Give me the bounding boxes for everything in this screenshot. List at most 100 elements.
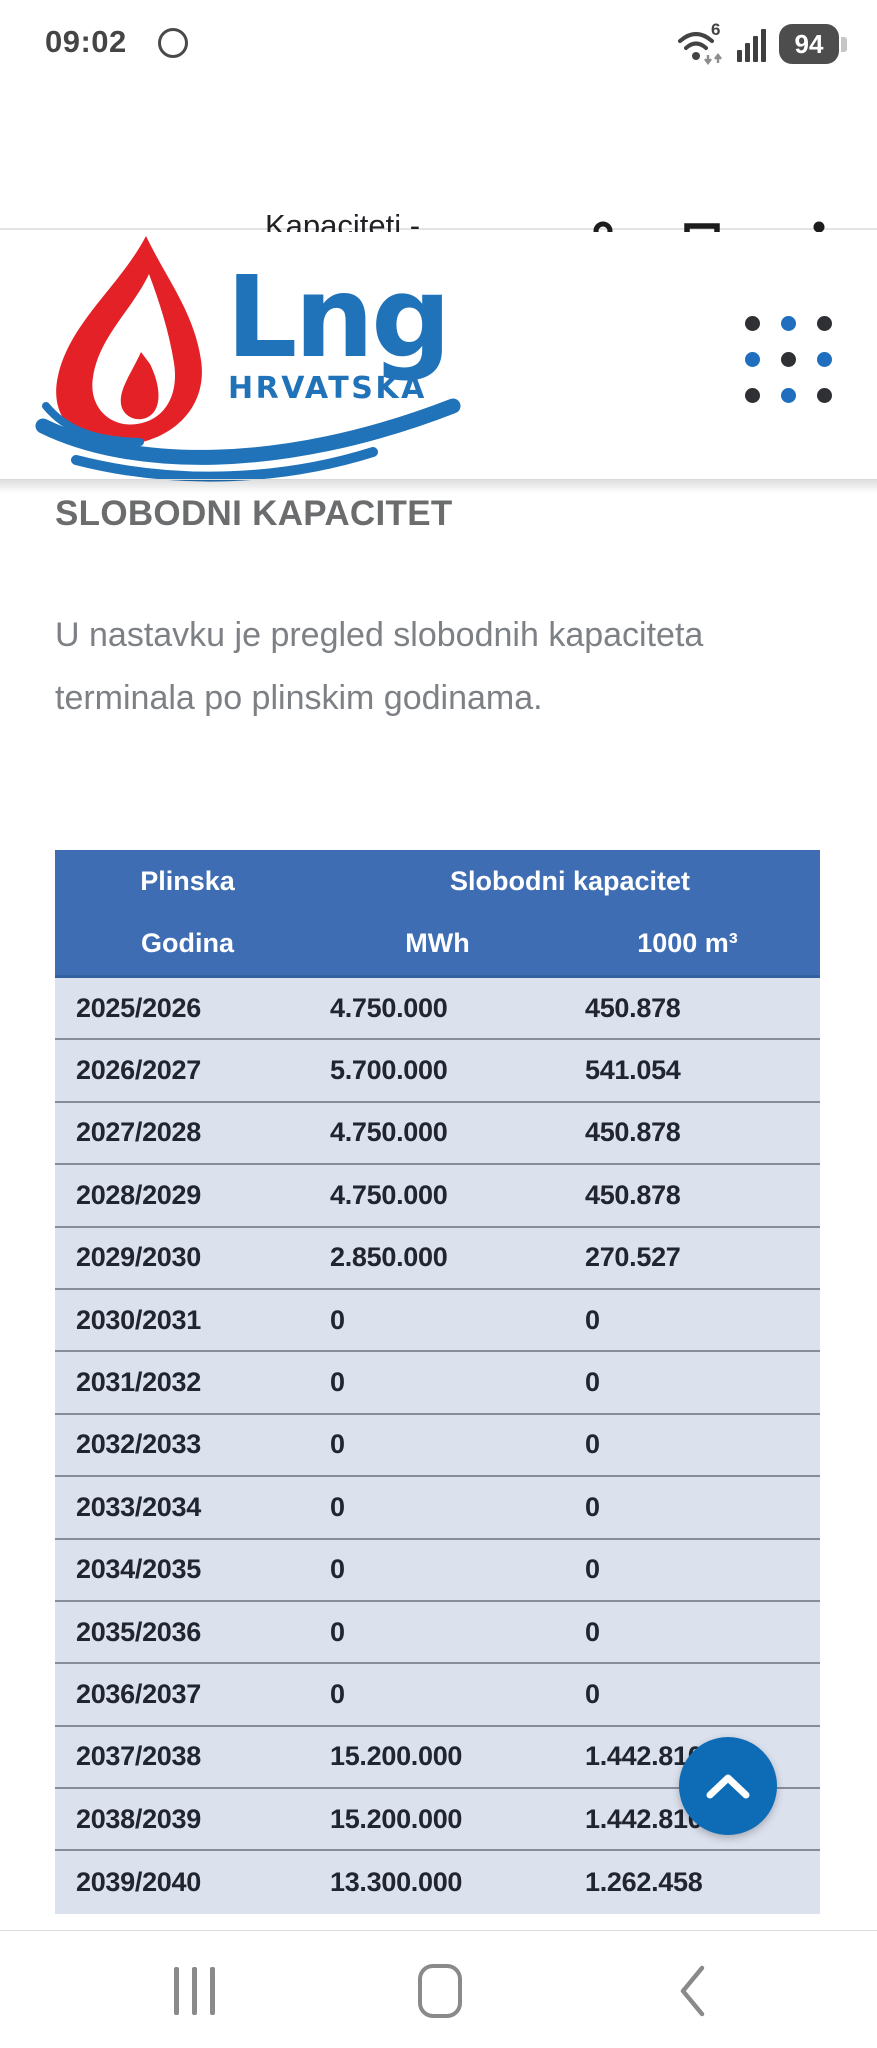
table-row: 2036/2037 0 0 [55, 1664, 820, 1727]
browser-toolbar: Kapaciteti - ... lng.hr [0, 90, 877, 282]
table-row: 2027/2028 4.750.000 450.878 [55, 1102, 820, 1166]
cell-m3: 450.878 [585, 992, 681, 1023]
table-row: 2037/2038 15.200.000 1.442.810 [55, 1726, 820, 1790]
grid-dot [745, 352, 760, 367]
data-saver-circle-icon [158, 28, 188, 58]
header-shadow-divider [0, 479, 877, 493]
table-row: 2039/2040 13.300.000 1.262.458 [55, 1851, 820, 1914]
cell-mwh: 0 [330, 1367, 345, 1398]
grid-dot [781, 316, 796, 331]
header-mwh: MWh [405, 928, 470, 958]
cell-gas-year: 2036/2037 [76, 1678, 201, 1709]
cell-m3: 1.442.810 [585, 1803, 703, 1834]
table-row: 2035/2036 0 0 [55, 1601, 820, 1665]
android-nav-bar [0, 1930, 877, 2048]
cell-m3: 450.878 [585, 1117, 681, 1148]
back-icon [680, 1965, 705, 2017]
grid-dot [817, 388, 832, 403]
home-button[interactable] [400, 1955, 480, 2027]
table-row: 2032/2033 0 0 [55, 1414, 820, 1478]
grid-dot [781, 352, 796, 367]
table-row: 2025/2026 4.750.000 450.878 [55, 978, 820, 1041]
cell-gas-year: 2032/2033 [76, 1429, 201, 1460]
page-heading: SLOBODNI KAPACITET [55, 494, 453, 533]
table-row: 2030/2031 0 0 [55, 1289, 820, 1353]
cell-mwh: 0 [330, 1491, 345, 1522]
cell-m3: 0 [585, 1491, 600, 1522]
cell-mwh: 4.750.000 [330, 1179, 448, 1210]
cell-mwh: 4.750.000 [330, 1117, 448, 1148]
cell-gas-year: 2026/2027 [76, 1055, 201, 1086]
cell-mwh: 0 [330, 1678, 345, 1709]
cell-mwh: 13.300.000 [330, 1867, 463, 1898]
cell-gas-year: 2034/2035 [76, 1554, 201, 1585]
wifi-icon: 6 [678, 21, 722, 65]
web-content: Lng HRVATSKA SLOBODNI KAPACITET U nastav… [0, 232, 877, 1930]
cell-m3: 0 [585, 1678, 600, 1709]
recents-icon [173, 1967, 215, 2015]
cell-mwh: 15.200.000 [330, 1741, 463, 1772]
capacity-table: Plinska Slobodni kapacitet Godina MWh 10… [55, 850, 820, 1914]
cell-m3: 0 [585, 1616, 600, 1647]
grid-dot [817, 316, 832, 331]
grid-dot [817, 352, 832, 367]
scroll-to-top-button[interactable] [679, 1737, 777, 1835]
battery-percent: 94 [779, 24, 839, 64]
cell-gas-year: 2031/2032 [76, 1367, 201, 1398]
cell-gas-year: 2037/2038 [76, 1741, 201, 1772]
table-row: 2029/2030 2.850.000 270.527 [55, 1227, 820, 1290]
header-slobodni-kapacitet: Slobodni kapacitet [449, 865, 691, 896]
lng-hrvatska-logo[interactable]: Lng HRVATSKA [28, 234, 468, 484]
cell-mwh: 0 [330, 1616, 345, 1647]
table-row: 2028/2029 4.750.000 450.878 [55, 1165, 820, 1228]
cell-mwh: 15.200.000 [330, 1803, 463, 1834]
cell-gas-year: 2039/2040 [76, 1867, 201, 1898]
battery-icon: 94 [779, 24, 847, 64]
table-row: 2031/2032 0 0 [55, 1352, 820, 1415]
cell-m3: 270.527 [585, 1242, 681, 1273]
table-row: 2026/2027 5.700.000 541.054 [55, 1040, 820, 1103]
header-1000m3: 1000 m³ [637, 928, 738, 958]
cell-gas-year: 2035/2036 [76, 1616, 201, 1647]
cell-gas-year: 2030/2031 [76, 1304, 201, 1335]
cell-mwh: 2.850.000 [330, 1242, 448, 1273]
grid-dot [745, 316, 760, 331]
cell-m3: 0 [585, 1304, 600, 1335]
svg-text:6: 6 [711, 21, 720, 39]
table-body: 2025/2026 4.750.000 450.878 2026/2027 5.700… [55, 978, 820, 1914]
cell-m3: 0 [585, 1367, 600, 1398]
back-button[interactable] [652, 1955, 732, 2027]
clock: 09:02 [45, 24, 127, 59]
header-godina: Godina [141, 928, 234, 958]
cell-m3: 0 [585, 1554, 600, 1585]
cell-gas-year: 2038/2039 [76, 1803, 201, 1834]
cell-gas-year: 2028/2029 [76, 1179, 201, 1210]
cell-mwh: 5.700.000 [330, 1055, 448, 1086]
table-row: 2033/2034 0 0 [55, 1477, 820, 1540]
cell-m3: 541.054 [585, 1055, 681, 1086]
cell-mwh: 4.750.000 [330, 992, 448, 1023]
signal-bars-icon [737, 29, 766, 62]
cell-mwh: 0 [330, 1304, 345, 1335]
cell-m3: 450.878 [585, 1179, 681, 1210]
cell-m3: 1.262.458 [585, 1867, 703, 1898]
cell-m3: 0 [585, 1429, 600, 1460]
cell-mwh: 0 [330, 1429, 345, 1460]
cell-mwh: 0 [330, 1554, 345, 1585]
logo-brand-text: Lng [226, 253, 448, 383]
header-plinska: Plinska [140, 865, 235, 896]
grid-dot [781, 388, 796, 403]
dots-grid-menu[interactable] [745, 316, 835, 404]
grid-dot [745, 388, 760, 403]
cell-gas-year: 2033/2034 [76, 1491, 201, 1522]
battery-nub [841, 36, 847, 52]
home-icon [418, 1964, 462, 2018]
table-row: 2034/2035 0 0 [55, 1539, 820, 1602]
logo-country-text: HRVATSKA [228, 371, 427, 406]
status-bar: 09:02 6 94 [0, 0, 877, 90]
intro-paragraph: U nastavku je pregled slobodnih kapacite… [55, 616, 704, 717]
cell-gas-year: 2027/2028 [76, 1117, 201, 1148]
recents-button[interactable] [154, 1955, 234, 2027]
table-header: Plinska Slobodni kapacitet Godina MWh 10… [55, 850, 820, 978]
